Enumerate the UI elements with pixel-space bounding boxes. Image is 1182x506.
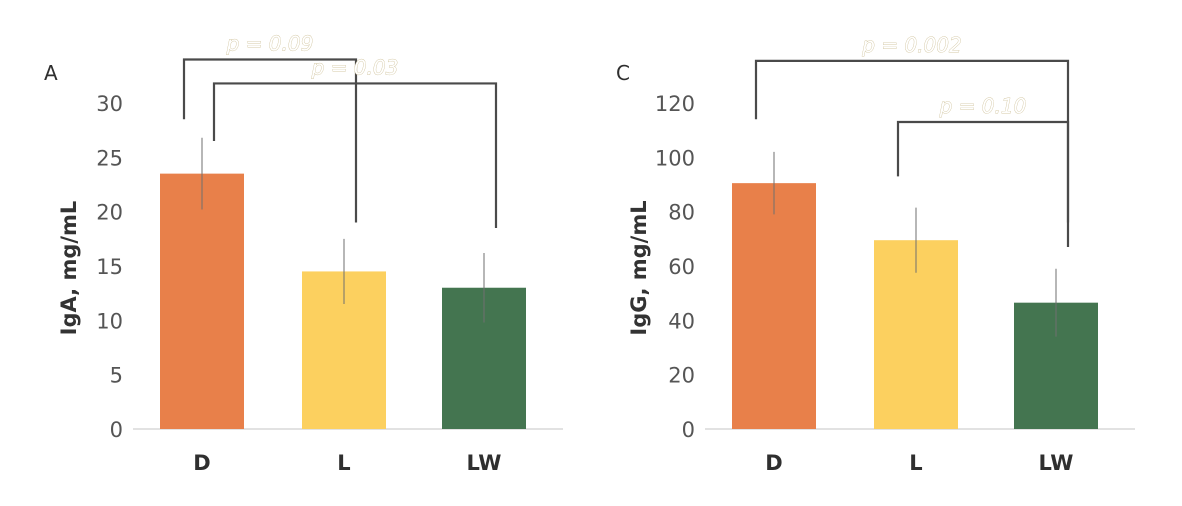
y-tick-label: 120 <box>655 92 695 116</box>
y-tick-label: 80 <box>668 201 695 225</box>
x-tick-label: LW <box>467 451 502 475</box>
x-tick-label: D <box>193 451 210 475</box>
significance-bracket <box>182 58 358 223</box>
bar-d <box>732 183 816 429</box>
y-tick-label: 40 <box>668 309 695 333</box>
panel-c: C IgG, mg/mL 0 20 40 60 80 100 120 D L LW p = 0.00… <box>616 33 1135 475</box>
x-tick-label: LW <box>1039 451 1074 475</box>
y-tick-label: 30 <box>96 92 123 116</box>
panel-letter: A <box>44 61 58 85</box>
x-tick-label: L <box>337 451 350 475</box>
y-tick-label: 60 <box>668 255 695 279</box>
bar-d <box>160 173 244 429</box>
p-value-label: p = 0.09 <box>226 32 314 56</box>
y-tick-label: 0 <box>682 418 695 442</box>
x-tick-label: L <box>909 451 922 475</box>
significance-bracket <box>212 82 498 228</box>
significance-bracket <box>896 120 1070 247</box>
x-tick-label: D <box>765 451 782 475</box>
y-tick-label: 100 <box>655 146 695 170</box>
panel-a: A IgA, mg/mL 0 5 10 15 20 25 30 D L LW p = 0.09p =… <box>44 31 563 475</box>
y-tick-label: 20 <box>668 364 695 388</box>
y-tick-label: 5 <box>110 364 123 388</box>
p-value-label: p = 0.10 <box>939 94 1027 118</box>
y-tick-label: 0 <box>110 418 123 442</box>
y-tick-label: 10 <box>96 309 123 333</box>
p-value-label: p = 0.002 <box>861 33 961 57</box>
y-tick-label: 15 <box>96 255 123 279</box>
y-tick-label: 20 <box>96 201 123 225</box>
y-tick-label: 25 <box>96 146 123 170</box>
y-axis-label: IgG, mg/mL <box>627 200 651 335</box>
panel-letter: C <box>616 61 630 85</box>
p-value-label: p = 0.03 <box>311 55 399 79</box>
y-axis-label: IgA, mg/mL <box>57 201 81 336</box>
